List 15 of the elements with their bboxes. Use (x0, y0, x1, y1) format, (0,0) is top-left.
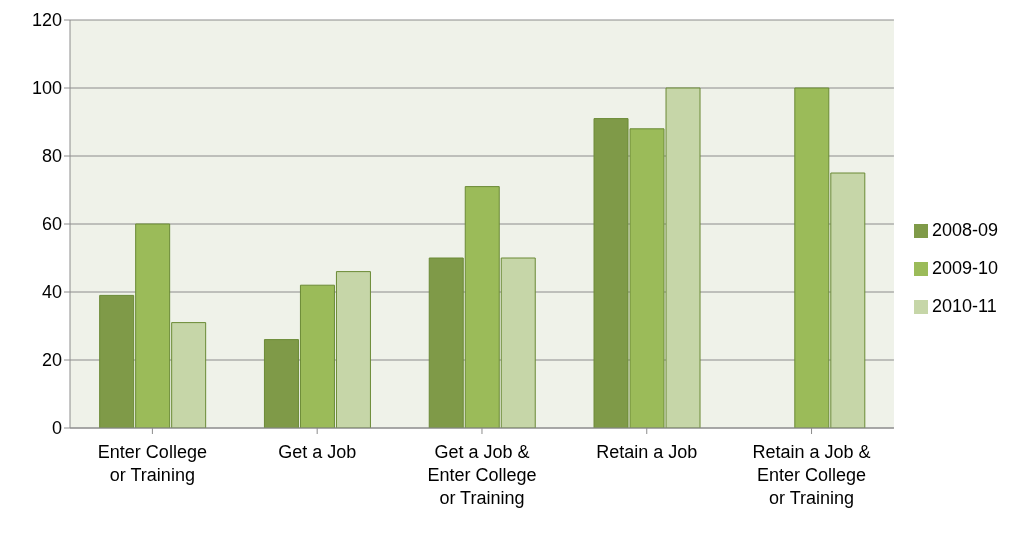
legend-label: 2010-11 (931, 296, 997, 316)
x-tick-label: Retain a Job & Enter College or Training (752, 442, 871, 508)
y-tick-label: 120 (31, 10, 62, 31)
y-tick-label: 20 (41, 350, 62, 371)
y-tick-label: 0 (51, 418, 62, 439)
x-tick-label: Retain a Job (596, 442, 698, 462)
legend-label: 2008-09 (931, 220, 998, 240)
y-tick-label: 80 (41, 146, 62, 167)
y-tick-label: 60 (41, 214, 62, 235)
x-tick-label: Enter College or Training (97, 442, 207, 485)
y-tick-label: 100 (31, 78, 62, 99)
legend-label: 2009-10 (931, 258, 998, 278)
x-tick-label: Get a Job (278, 442, 357, 462)
y-tick-label: 40 (41, 282, 62, 303)
x-tick-label: Get a Job & Enter College or Training (427, 442, 537, 508)
